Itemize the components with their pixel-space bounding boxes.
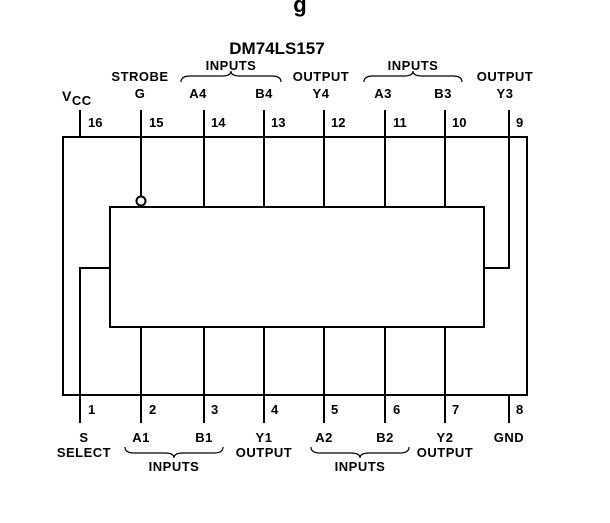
y4-output-label: OUTPUT xyxy=(293,69,349,84)
pin-5-label: A2 xyxy=(315,430,333,445)
pin-number-4: 4 xyxy=(271,402,279,417)
top-inputs-group-2-label: INPUTS xyxy=(388,58,439,73)
pin-2-label: A1 xyxy=(132,430,150,445)
bottom-inputs-group-1-brace xyxy=(124,446,224,459)
pin-number-3: 3 xyxy=(211,402,218,417)
y1-label: Y1 xyxy=(256,430,273,445)
pin-number-8: 8 xyxy=(516,402,523,417)
pin-number-14: 14 xyxy=(211,115,226,130)
pin-11-label: A3 xyxy=(374,86,392,101)
top-inputs-group-1-brace xyxy=(180,70,282,83)
pin-number-6: 6 xyxy=(393,402,400,417)
pin-number-12: 12 xyxy=(331,115,345,130)
pin-number-11: 11 xyxy=(393,115,407,130)
vcc-label-main: V xyxy=(62,88,72,104)
pin-10-label: B3 xyxy=(434,86,452,101)
pin-number-16: 16 xyxy=(88,115,102,130)
pin-number-13: 13 xyxy=(271,115,285,130)
logic-block xyxy=(109,206,485,328)
strobe-label: STROBE xyxy=(111,69,168,84)
pin-number-5: 5 xyxy=(331,402,338,417)
y1-output-label: OUTPUT xyxy=(236,445,292,460)
vcc-label-sub: CC xyxy=(72,93,92,108)
y3-output-label: OUTPUT xyxy=(477,69,533,84)
pin-number-10: 10 xyxy=(452,115,466,130)
pin-number-7: 7 xyxy=(452,402,459,417)
pin-6-label: B2 xyxy=(376,430,394,445)
package-outline xyxy=(62,136,528,396)
select-s-label: S xyxy=(79,430,88,445)
pin-9-line xyxy=(484,110,510,269)
pin-13-label: B4 xyxy=(255,86,273,101)
vcc-label: VCC xyxy=(62,88,92,108)
top-inputs-group-2-brace xyxy=(363,70,463,83)
strobe-g-label: G xyxy=(135,86,146,101)
select-label: SELECT xyxy=(57,445,111,460)
pin-number-15: 15 xyxy=(149,115,163,130)
y3-label: Y3 xyxy=(497,86,514,101)
bottom-inputs-group-1-label: INPUTS xyxy=(149,459,200,474)
pin-14-label: A4 xyxy=(189,86,207,101)
diagram-title: DM74LS157 xyxy=(229,39,324,58)
pin-number-9: 9 xyxy=(516,115,523,130)
y2-output-label: OUTPUT xyxy=(417,445,473,460)
bottom-inputs-group-2-brace xyxy=(310,446,410,459)
pin-number-2: 2 xyxy=(149,402,156,417)
strobe-inversion-bubble xyxy=(135,195,147,207)
gnd-label: GND xyxy=(494,430,524,445)
pin-number-1: 1 xyxy=(88,402,95,417)
pin-1-line xyxy=(79,267,110,423)
pin-3-label: B1 xyxy=(195,430,213,445)
bottom-inputs-group-2-label: INPUTS xyxy=(335,459,386,474)
top-inputs-group-1-label: INPUTS xyxy=(206,58,257,73)
y4-label: Y4 xyxy=(313,86,330,101)
partial-header: g xyxy=(293,0,306,17)
y2-label: Y2 xyxy=(437,430,454,445)
